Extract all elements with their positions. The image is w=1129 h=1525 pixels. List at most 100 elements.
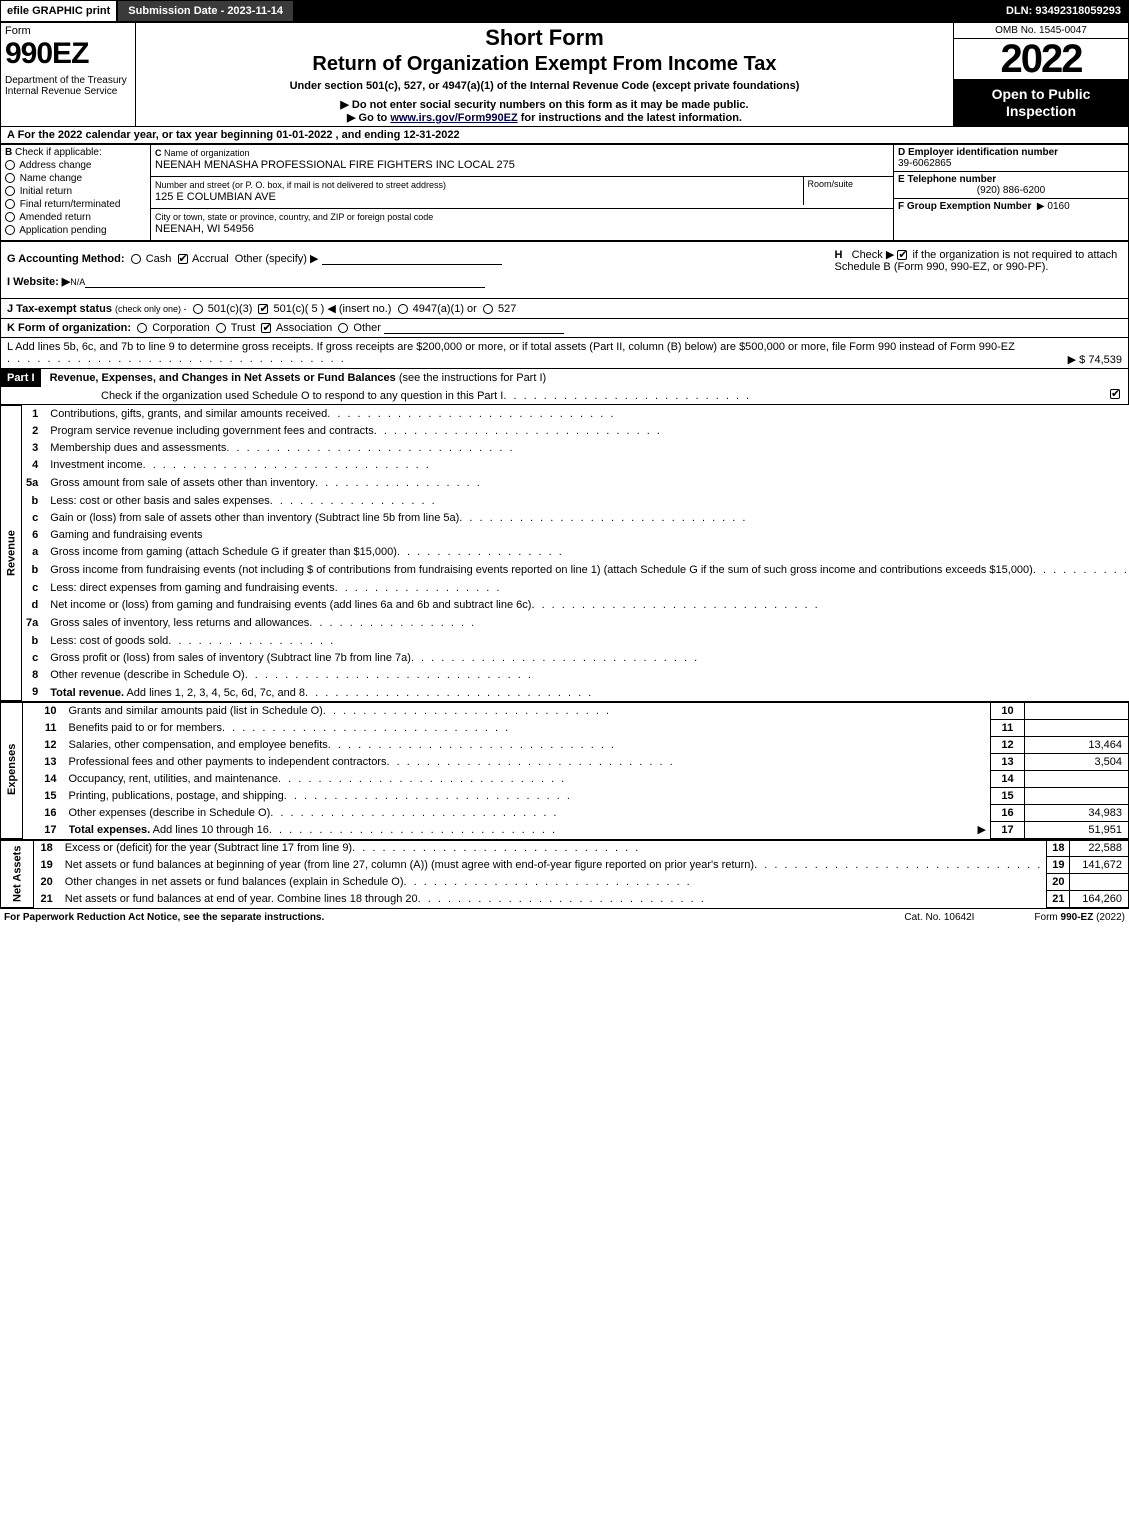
section-def: D Employer identification number 39-6062… [894,145,1129,241]
line-box-number: 17 [991,821,1025,838]
line-row: 1Contributions, gifts, grants, and simil… [1,406,1129,423]
line-amount [1025,770,1129,787]
line-row: 10Grants and similar amounts paid (list … [1,702,1129,719]
section-b: B Check if applicable: Address change Na… [1,145,151,241]
k-corp-radio[interactable] [137,323,147,333]
k-opt-0: Corporation [152,322,209,334]
subtitle-3: ▶ Go to www.irs.gov/Form990EZ for instru… [140,111,949,124]
c-label: C [155,148,162,158]
h-checkbox[interactable] [897,250,907,260]
l-dots [7,353,346,365]
subtitle-1: Under section 501(c), 527, or 4947(a)(1)… [140,80,949,92]
netassets-table: Net Assets 18Excess or (deficit) for the… [0,839,1129,909]
submission-date-button[interactable]: Submission Date - 2023-11-14 [117,0,294,22]
line-desc: Gain or (loss) from sale of assets other… [46,510,1129,527]
efile-print-button[interactable]: efile GRAPHIC print [0,0,117,22]
e-label: E Telephone number [898,174,996,185]
g-cash-radio[interactable] [131,254,141,264]
line-amount: 141,672 [1070,857,1129,874]
line-number: 17 [23,821,65,838]
b-checkbox[interactable] [5,160,15,170]
j-501c-check[interactable] [258,304,268,314]
dln-label: DLN: 93492318059293 [998,0,1129,22]
line-number: 15 [23,787,65,804]
main-title: Return of Organization Exempt From Incom… [140,53,949,76]
line-number: 7a [22,614,47,632]
line-desc: Grants and similar amounts paid (list in… [65,702,991,719]
line-number: 6 [22,527,47,543]
line-desc: Net income or (loss) from gaming and fun… [46,597,1129,614]
b-checkbox[interactable] [5,173,15,183]
street-value: 125 E COLUMBIAN AVE [155,191,276,203]
k-other-radio[interactable] [338,323,348,333]
room-suite-lbl: Room/suite [803,177,893,205]
line-box-number: 11 [991,719,1025,736]
row-a-period: A For the 2022 calendar year, or tax yea… [0,127,1129,144]
b-label: B [5,147,12,158]
c-name-lbl: Name of organization [164,148,250,158]
k-trust-radio[interactable] [216,323,226,333]
revenue-table: Revenue 1Contributions, gifts, grants, a… [0,405,1129,701]
line-desc: Membership dues and assessments . . . . … [46,440,1129,457]
part1-badge: Part I [1,369,41,387]
line-box-number: 16 [991,804,1025,821]
gh-table: G Accounting Method: Cash Accrual Other … [0,241,1129,299]
b-check-label: Check if applicable: [15,147,102,158]
line-box-number: 14 [991,770,1025,787]
b-checkbox[interactable] [5,212,15,222]
line-row: 20Other changes in net assets or fund ba… [1,874,1129,891]
part1-schedule-o-check[interactable] [1110,389,1120,399]
footer-right: Form 990-EZ (2022) [1034,912,1125,923]
g-accrual-lbl: Accrual [192,253,229,265]
part1-hint: (see the instructions for Part I) [399,372,546,384]
k-opt-1: Trust [231,322,256,334]
line-desc: Gross income from fundraising events (no… [46,561,1129,579]
section-c-street-row: Number and street (or P. O. box, if mail… [151,177,894,209]
f-label: F Group Exemption Number [898,201,1031,212]
b-checkbox[interactable] [5,199,15,209]
h-check-pre: Check ▶ [852,249,895,261]
line-desc: Gross amount from sale of assets other t… [46,474,1129,492]
k-other-input[interactable] [384,322,564,334]
line-number: 12 [23,736,65,753]
b-checkbox[interactable] [5,225,15,235]
g-other-input[interactable] [322,253,502,265]
line-box-number: 13 [991,753,1025,770]
top-bar: efile GRAPHIC print Submission Date - 20… [0,0,1129,22]
line-row: 17Total expenses. Add lines 10 through 1… [1,821,1129,838]
header-left-cell: Form 990EZ Department of the Treasury In… [1,23,136,127]
line-row: 8Other revenue (describe in Schedule O) … [1,667,1129,684]
street-lbl: Number and street (or P. O. box, if mail… [155,180,446,190]
j-501c3-radio[interactable] [193,304,203,314]
line-row: 3Membership dues and assessments . . . .… [1,440,1129,457]
row-l: L Add lines 5b, 6c, and 7b to line 9 to … [0,338,1129,369]
line-amount: 164,260 [1070,891,1129,908]
g-accrual-check[interactable] [178,254,188,264]
line-row: cGross profit or (loss) from sales of in… [1,650,1129,667]
j-527-radio[interactable] [483,304,493,314]
netassets-section-label: Net Assets [1,840,34,908]
line-number: 16 [23,804,65,821]
irs-link[interactable]: www.irs.gov/Form990EZ [390,112,517,124]
line-number: 4 [22,457,47,474]
line-row: 9Total revenue. Add lines 1, 2, 3, 4, 5c… [1,684,1129,701]
tax-year: 2022 [954,39,1128,79]
line-desc: Salaries, other compensation, and employ… [65,736,991,753]
line-row: 14Occupancy, rent, utilities, and mainte… [1,770,1129,787]
line-desc: Less: cost or other basis and sales expe… [46,492,1129,510]
line-desc: Gross profit or (loss) from sales of inv… [46,650,1129,667]
ein-value: 39-6062865 [898,158,951,169]
part1-checkline: Check if the organization used Schedule … [101,390,503,402]
section-c-name-row: C Name of organization NEENAH MENASHA PR… [151,145,894,177]
line-box-number: 19 [1047,857,1070,874]
b-checkbox[interactable] [5,186,15,196]
website-value: N/A [70,277,85,287]
l-amount: ▶ $ 74,539 [1068,353,1122,366]
k-assoc-check[interactable] [261,323,271,333]
j-4947-radio[interactable] [398,304,408,314]
phone-value: (920) 886-6200 [898,185,1124,196]
line-row: 7aGross sales of inventory, less returns… [1,614,1129,632]
k-opt-2: Association [276,322,332,334]
line-row: 13Professional fees and other payments t… [1,753,1129,770]
line-number: 2 [22,423,47,440]
